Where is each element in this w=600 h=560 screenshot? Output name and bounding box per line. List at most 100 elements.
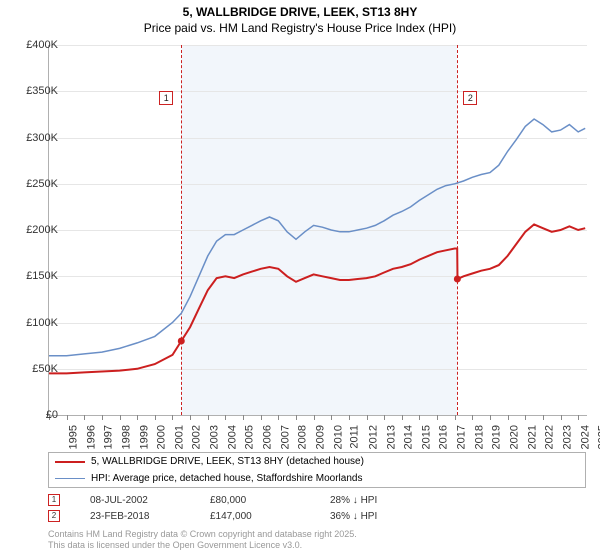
x-axis-tick-label: 2000 [156, 425, 168, 449]
y-axis-tick-label: £0 [8, 409, 58, 421]
x-tick-mark [243, 415, 244, 420]
y-axis-tick-label: £200K [8, 224, 58, 236]
chart-container: { "title_line1": "5, WALLBRIDGE DRIVE, L… [0, 0, 600, 560]
x-axis-tick-label: 2017 [456, 425, 468, 449]
transaction-info-row: 1 08-JUL-2002£80,00028% ↓ HPI [48, 492, 584, 508]
x-axis-tick-label: 2024 [579, 425, 591, 449]
x-tick-mark [278, 415, 279, 420]
x-axis-tick-label: 1996 [85, 425, 97, 449]
x-tick-mark [367, 415, 368, 420]
x-axis-tick-label: 2019 [491, 425, 503, 449]
legend-label: HPI: Average price, detached house, Staf… [91, 473, 362, 484]
x-tick-mark [578, 415, 579, 420]
line-series-svg [49, 45, 587, 415]
legend-item: HPI: Average price, detached house, Staf… [49, 470, 585, 487]
event-marker-dot [178, 338, 185, 345]
y-axis-tick-label: £350K [8, 85, 58, 97]
x-axis-tick-label: 2005 [244, 425, 256, 449]
x-axis-tick-label: 2004 [226, 425, 238, 449]
x-tick-mark [172, 415, 173, 420]
x-axis-tick-label: 1995 [67, 425, 79, 449]
x-tick-mark [208, 415, 209, 420]
x-tick-mark [84, 415, 85, 420]
x-tick-mark [120, 415, 121, 420]
x-axis-tick-label: 2011 [349, 425, 361, 449]
x-axis-tick-label: 2009 [314, 425, 326, 449]
x-tick-mark [296, 415, 297, 420]
legend-swatch [55, 478, 85, 479]
plot-area: 12 [48, 45, 587, 416]
x-axis-tick-label: 2012 [367, 425, 379, 449]
x-tick-mark [155, 415, 156, 420]
event-callout-box: 1 [159, 91, 173, 105]
y-axis-tick-label: £100K [8, 317, 58, 329]
x-tick-mark [543, 415, 544, 420]
x-axis-tick-label: 2018 [473, 425, 485, 449]
x-axis-tick-label: 2006 [262, 425, 274, 449]
x-axis-tick-label: 2021 [526, 425, 538, 449]
x-tick-mark [349, 415, 350, 420]
x-axis-tick-label: 2013 [385, 425, 397, 449]
x-axis-tick-label: 2003 [209, 425, 221, 449]
series-line-hpi [49, 119, 585, 356]
y-axis-tick-label: £50K [8, 363, 58, 375]
x-axis-tick-label: 2020 [508, 425, 520, 449]
y-axis-tick-label: £300K [8, 132, 58, 144]
legend-item: 5, WALLBRIDGE DRIVE, LEEK, ST13 8HY (det… [49, 453, 585, 470]
x-tick-mark [472, 415, 473, 420]
legend-label: 5, WALLBRIDGE DRIVE, LEEK, ST13 8HY (det… [91, 456, 364, 467]
event-callout-box: 2 [463, 91, 477, 105]
transaction-info-row: 2 23-FEB-2018£147,00036% ↓ HPI [48, 508, 584, 524]
x-tick-mark [137, 415, 138, 420]
transaction-price: £147,000 [210, 511, 330, 522]
event-marker-dot [454, 276, 461, 283]
transaction-delta: 36% ↓ HPI [330, 511, 450, 522]
transaction-delta: 28% ↓ HPI [330, 495, 450, 506]
y-axis-tick-label: £250K [8, 178, 58, 190]
x-tick-mark [419, 415, 420, 420]
x-tick-mark [384, 415, 385, 420]
x-axis-tick-label: 2010 [332, 425, 344, 449]
x-tick-mark [455, 415, 456, 420]
transaction-date: 08-JUL-2002 [90, 495, 210, 506]
x-axis-tick-label: 1999 [138, 425, 150, 449]
x-tick-mark [331, 415, 332, 420]
x-axis-tick-label: 2015 [420, 425, 432, 449]
x-tick-mark [490, 415, 491, 420]
x-axis-tick-label: 2022 [544, 425, 556, 449]
x-axis-tick-label: 2001 [173, 425, 185, 449]
footer-line2: This data is licensed under the Open Gov… [48, 540, 357, 551]
transaction-price: £80,000 [210, 495, 330, 506]
footer-line1: Contains HM Land Registry data © Crown c… [48, 529, 357, 540]
x-axis-tick-label: 2025 [597, 425, 600, 449]
chart-title-line1: 5, WALLBRIDGE DRIVE, LEEK, ST13 8HY [0, 0, 600, 21]
transaction-marker: 2 [48, 510, 60, 522]
x-axis-tick-label: 2023 [561, 425, 573, 449]
x-tick-mark [190, 415, 191, 420]
x-tick-mark [225, 415, 226, 420]
info-rows: 1 08-JUL-2002£80,00028% ↓ HPI 2 23-FEB-2018… [48, 492, 584, 524]
transaction-marker: 1 [48, 494, 60, 506]
x-tick-mark [67, 415, 68, 420]
x-tick-mark [561, 415, 562, 420]
series-line-price_paid [49, 224, 585, 373]
x-tick-mark [102, 415, 103, 420]
transaction-date: 23-FEB-2018 [90, 511, 210, 522]
x-tick-mark [437, 415, 438, 420]
x-axis-tick-label: 2002 [191, 425, 203, 449]
y-axis-tick-label: £400K [8, 39, 58, 51]
x-tick-mark [261, 415, 262, 420]
x-tick-mark [508, 415, 509, 420]
x-axis-tick-label: 1997 [103, 425, 115, 449]
x-axis-tick-label: 2007 [279, 425, 291, 449]
x-tick-mark [402, 415, 403, 420]
x-tick-mark [314, 415, 315, 420]
x-axis-tick-label: 2014 [403, 425, 415, 449]
legend-box: 5, WALLBRIDGE DRIVE, LEEK, ST13 8HY (det… [48, 452, 586, 488]
legend-swatch [55, 461, 85, 463]
x-tick-mark [525, 415, 526, 420]
x-axis-tick-label: 2016 [438, 425, 450, 449]
footer-attribution: Contains HM Land Registry data © Crown c… [48, 529, 357, 551]
y-axis-tick-label: £150K [8, 270, 58, 282]
x-axis-tick-label: 1998 [120, 425, 132, 449]
